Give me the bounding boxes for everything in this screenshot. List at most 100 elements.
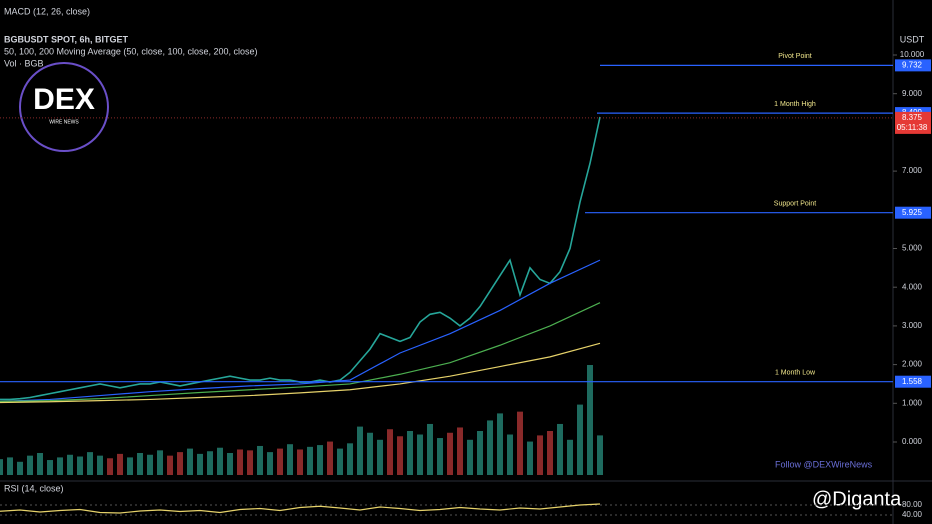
volume-bar [287, 444, 293, 475]
logo: DEX [33, 83, 95, 116]
level-value: 9.732 [902, 60, 923, 69]
y-tick-label: 7.000 [902, 166, 923, 175]
volume-bar [297, 449, 303, 475]
volume-bar [7, 457, 13, 475]
volume-bar [27, 455, 33, 475]
volume-bar [17, 461, 23, 475]
level-name: 1 Month Low [775, 370, 816, 377]
volume-bar [107, 458, 113, 475]
volume-bar [517, 411, 523, 475]
moving-average [0, 259, 601, 402]
symbol-label: BGBUSDT SPOT, 6h, BITGET [4, 34, 129, 44]
volume-bar [87, 452, 93, 475]
last-price: 8.375 [902, 113, 923, 122]
credit: @Diganta [812, 488, 902, 510]
logo-ring [19, 62, 109, 152]
volume-bar [257, 445, 263, 475]
volume-bar [567, 439, 573, 475]
volume-bar [327, 441, 333, 475]
volume-bar [167, 455, 173, 475]
volume-bar [407, 431, 413, 475]
countdown: 05:11:38 [897, 123, 928, 132]
level-name: Pivot Point [778, 53, 812, 60]
volume-bar [367, 432, 373, 475]
volume-bar [57, 457, 63, 475]
volume-bar [527, 441, 533, 475]
last-price-tag [895, 111, 931, 134]
volume-bar [507, 434, 513, 475]
volume-bar [537, 435, 543, 475]
level-tag [895, 375, 931, 388]
volume-bar [227, 453, 233, 475]
volume-bar [237, 449, 243, 475]
volume-bar [437, 438, 443, 475]
y-tick-label: 9.000 [902, 89, 923, 98]
volume-bar [137, 453, 143, 475]
indicator-label: 50, 100, 200 Moving Average (50, close, … [4, 46, 258, 56]
volume-bar [157, 450, 163, 475]
volume-bar [37, 453, 43, 475]
volume-bar [417, 434, 423, 475]
volume-bar [307, 446, 313, 475]
volume-bar [247, 450, 253, 475]
volume-bar [377, 439, 383, 475]
volume-bar [357, 426, 363, 475]
volume-bar [217, 447, 223, 475]
rsi-tick-label: 40.00 [902, 510, 923, 519]
volume-bar [387, 429, 393, 475]
volume-bar [557, 423, 563, 475]
volume-bar [347, 443, 353, 475]
y-tick-label: 3.000 [902, 321, 923, 330]
volume-bar [477, 431, 483, 475]
volume-bar [337, 448, 343, 475]
level-name: 1 Month High [774, 101, 816, 108]
volume-bar [187, 448, 193, 475]
volume-bar [317, 445, 323, 475]
volume-bar [597, 435, 603, 475]
indicator-label: MACD (12, 26, close) [4, 6, 90, 16]
y-tick-label: 5.000 [902, 244, 923, 253]
y-tick-label: 2.000 [902, 360, 923, 369]
volume-bar [587, 365, 593, 475]
level-name: Support Point [774, 201, 816, 208]
volume-bar [497, 413, 503, 475]
volume-bar [467, 439, 473, 475]
rsi-tick-label: 80.00 [902, 500, 923, 509]
rsi-label: RSI (14, close) [4, 483, 64, 493]
volume-bar [577, 404, 583, 475]
y-tick-label: 0.000 [902, 437, 923, 446]
indicator-label: Vol · BGB [4, 58, 44, 68]
volume-bar [277, 448, 283, 475]
volume-bar [177, 452, 183, 475]
moving-average [0, 302, 601, 402]
volume-bar [77, 456, 83, 475]
y-tick-label: 1.000 [902, 398, 923, 407]
volume-bar [457, 427, 463, 475]
volume-bar [97, 455, 103, 475]
volume-bar [67, 454, 73, 475]
watermark: Follow @DEXWireNews [775, 459, 873, 469]
level-value: 1.558 [902, 377, 923, 386]
volume-bar [487, 420, 493, 475]
moving-average [0, 342, 601, 404]
level-tag [895, 59, 931, 72]
volume-bar [0, 459, 3, 475]
volume-bar [117, 453, 123, 475]
volume-bar [267, 452, 273, 475]
rsi-line [0, 503, 601, 514]
volume-bar [447, 432, 453, 475]
level-tag [895, 206, 931, 219]
volume-bar [197, 453, 203, 475]
level-value: 5.925 [902, 208, 923, 217]
volume-bar [147, 454, 153, 475]
volume-bar [207, 451, 213, 475]
currency-label: USDT [900, 34, 925, 44]
volume-bar [127, 457, 133, 475]
y-tick-label: 10.000 [900, 50, 925, 59]
volume-bar [427, 423, 433, 475]
volume-bar [547, 431, 553, 475]
logo-sub: WIRE NEWS [49, 119, 79, 125]
